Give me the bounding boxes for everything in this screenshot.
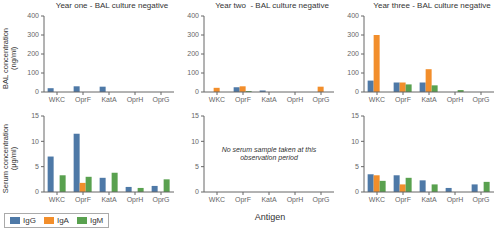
svg-text:OprH: OprH	[447, 96, 464, 104]
html-text:Year three - BAL culture negat: Year three - BAL culture negative	[373, 1, 491, 10]
svg-text:OprG: OprG	[472, 96, 489, 104]
svg-text:100: 100	[347, 69, 359, 76]
svg-text:OprH: OprH	[127, 196, 144, 204]
svg-text:KatA: KatA	[421, 96, 437, 103]
svg-text:0: 0	[355, 88, 359, 95]
svg-text:15: 15	[191, 112, 199, 119]
html-text:Year two - BAL culture negativ: Year two - BAL culture negative	[215, 1, 329, 10]
svg-text:OprH: OprH	[447, 196, 464, 204]
svg-text:0: 0	[195, 188, 199, 195]
svg-text:WKC: WKC	[49, 96, 65, 103]
html-text:No serum sample taken at this: No serum sample taken at this observatio…	[221, 145, 317, 161]
html-text:BAL concentration (ng/ml): BAL concentration (ng/ml)	[0, 28, 18, 90]
svg-text:OprG: OprG	[312, 96, 329, 104]
svg-text:OprF: OprF	[75, 96, 91, 104]
svg-text:0: 0	[35, 88, 39, 95]
svg-text:OprH: OprH	[127, 96, 144, 104]
svg-text:300: 300	[347, 31, 359, 38]
svg-text:WKC: WKC	[369, 96, 385, 103]
svg-text:KatA: KatA	[261, 96, 277, 103]
svg-text:5: 5	[355, 163, 359, 170]
svg-text:100: 100	[187, 69, 199, 76]
svg-text:15: 15	[31, 112, 39, 119]
svg-text:5: 5	[195, 163, 199, 170]
svg-text:OprG: OprG	[472, 196, 489, 204]
html-text:IgA: IgA	[56, 216, 69, 225]
html-text:Serum concentration (μg/ml): Serum concentration (μg/ml)	[0, 124, 18, 194]
html-text:Year one - BAL culture negativ: Year one - BAL culture negative	[55, 1, 169, 10]
svg-text:KatA: KatA	[101, 96, 117, 103]
svg-text:OprH: OprH	[287, 196, 304, 204]
svg-text:WKC: WKC	[369, 196, 385, 203]
svg-text:300: 300	[27, 31, 39, 38]
svg-text:OprF: OprF	[235, 96, 251, 104]
svg-text:400: 400	[347, 12, 359, 19]
svg-text:100: 100	[27, 69, 39, 76]
html-text:Antigen: Antigen	[254, 212, 286, 222]
svg-text:OprG: OprG	[152, 196, 169, 204]
svg-text:OprF: OprF	[395, 96, 411, 104]
svg-text:WKC: WKC	[209, 96, 225, 103]
svg-text:0: 0	[195, 88, 199, 95]
svg-text:5: 5	[35, 163, 39, 170]
svg-text:OprH: OprH	[287, 96, 304, 104]
svg-text:400: 400	[187, 12, 199, 19]
svg-text:400: 400	[27, 12, 39, 19]
svg-text:WKC: WKC	[49, 196, 65, 203]
svg-text:KatA: KatA	[421, 196, 437, 203]
svg-text:300: 300	[187, 31, 199, 38]
svg-text:OprF: OprF	[75, 196, 91, 204]
svg-text:10: 10	[191, 138, 199, 145]
svg-text:10: 10	[31, 138, 39, 145]
svg-text:KatA: KatA	[261, 196, 277, 203]
svg-text:200: 200	[347, 50, 359, 57]
html-text:IgG: IgG	[23, 216, 36, 225]
svg-text:0: 0	[355, 188, 359, 195]
svg-text:0: 0	[35, 188, 39, 195]
svg-text:10: 10	[351, 138, 359, 145]
svg-text:OprG: OprG	[312, 196, 329, 204]
svg-text:WKC: WKC	[209, 196, 225, 203]
svg-text:KatA: KatA	[101, 196, 117, 203]
svg-text:200: 200	[27, 50, 39, 57]
svg-text:200: 200	[187, 50, 199, 57]
svg-text:15: 15	[351, 112, 359, 119]
svg-text:OprF: OprF	[395, 196, 411, 204]
html-text:IgM: IgM	[89, 216, 104, 225]
svg-text:OprF: OprF	[235, 196, 251, 204]
svg-text:OprG: OprG	[152, 96, 169, 104]
